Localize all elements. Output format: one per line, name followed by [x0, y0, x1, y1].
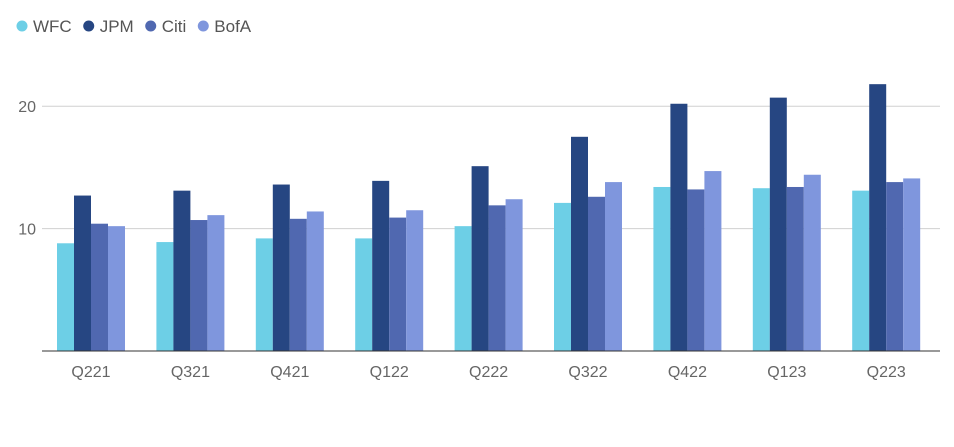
bar-jpm-q123	[769, 97, 787, 351]
bar-jpm-q222	[471, 166, 489, 351]
chart-legend: WFC JPM Citi BofA	[16, 17, 252, 36]
bar-bofa-q123	[803, 174, 821, 351]
y-axis-ticks: 10 20	[18, 99, 36, 238]
bar-wfc-q421	[255, 238, 273, 351]
bar-citi-q221	[91, 223, 108, 351]
x-tick-label: Q321	[171, 364, 210, 381]
bar-jpm-q322	[571, 136, 588, 351]
bar-bofa-q122	[406, 210, 424, 351]
x-tick-label: Q122	[370, 364, 409, 381]
bar-jpm-q223	[869, 84, 887, 351]
bar-jpm-q122	[372, 180, 390, 351]
bar-wfc-q123	[752, 188, 770, 351]
legend-label-bofa: BofA	[214, 17, 252, 36]
bar-wfc-q222	[454, 226, 472, 351]
chart-bars	[57, 84, 921, 351]
y-tick-label: 10	[18, 222, 36, 239]
legend-label-citi: Citi	[162, 17, 187, 36]
bar-bofa-q421	[306, 211, 324, 351]
x-tick-label: Q123	[767, 364, 806, 381]
bar-bofa-q222	[505, 199, 523, 351]
bar-wfc-q122	[355, 238, 373, 351]
bar-citi-q421	[289, 218, 307, 351]
bar-citi-q123	[786, 186, 804, 351]
bar-wfc-q321	[156, 242, 174, 351]
bar-citi-q122	[389, 217, 407, 351]
x-tick-label: Q421	[270, 364, 309, 381]
bar-wfc-q322	[554, 202, 571, 351]
x-tick-label: Q223	[867, 364, 906, 381]
legend-label-jpm: JPM	[100, 17, 134, 36]
bar-bofa-q223	[903, 178, 921, 351]
bar-citi-q222	[488, 205, 506, 351]
bar-bofa-q322	[605, 182, 622, 351]
bar-jpm-q221	[74, 195, 91, 351]
bar-citi-q422	[687, 189, 705, 351]
legend-marker-jpm	[83, 20, 95, 32]
bar-wfc-q422	[653, 186, 671, 351]
legend-marker-citi	[145, 20, 157, 32]
x-tick-label: Q221	[71, 364, 110, 381]
bar-wfc-q223	[852, 190, 870, 351]
bar-bofa-q422	[704, 171, 722, 351]
bar-citi-q223	[886, 182, 904, 351]
bar-wfc-q221	[57, 243, 74, 351]
legend-marker-wfc	[16, 20, 28, 32]
bar-bofa-q221	[108, 226, 125, 351]
legend-label-wfc: WFC	[33, 17, 72, 36]
bar-citi-q321	[190, 220, 208, 351]
legend-marker-bofa	[197, 20, 209, 32]
bar-citi-q322	[588, 196, 605, 351]
x-tick-label: Q422	[668, 364, 707, 381]
x-axis-ticks: Q221 Q321 Q421 Q122 Q222 Q322 Q422 Q123 Q223	[71, 364, 905, 381]
bar-jpm-q421	[272, 184, 290, 351]
x-tick-label: Q222	[469, 364, 508, 381]
x-tick-label: Q322	[568, 364, 607, 381]
bar-jpm-q422	[670, 103, 688, 351]
y-tick-label: 20	[18, 99, 36, 116]
bar-bofa-q321	[207, 215, 225, 351]
bar-jpm-q321	[173, 190, 191, 351]
